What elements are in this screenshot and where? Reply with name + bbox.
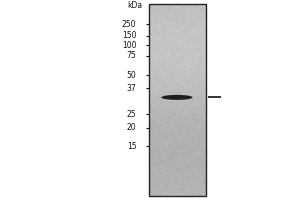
Text: 37: 37 <box>127 84 136 93</box>
Text: 75: 75 <box>127 51 136 60</box>
Text: 150: 150 <box>122 31 136 40</box>
Text: 20: 20 <box>127 123 136 132</box>
Text: 250: 250 <box>122 20 136 29</box>
Text: 100: 100 <box>122 41 136 50</box>
Text: 25: 25 <box>127 110 136 119</box>
Ellipse shape <box>161 95 193 100</box>
Text: 50: 50 <box>127 71 136 80</box>
Text: 15: 15 <box>127 142 136 151</box>
Bar <box>148 4 206 196</box>
Text: kDa: kDa <box>128 1 142 10</box>
